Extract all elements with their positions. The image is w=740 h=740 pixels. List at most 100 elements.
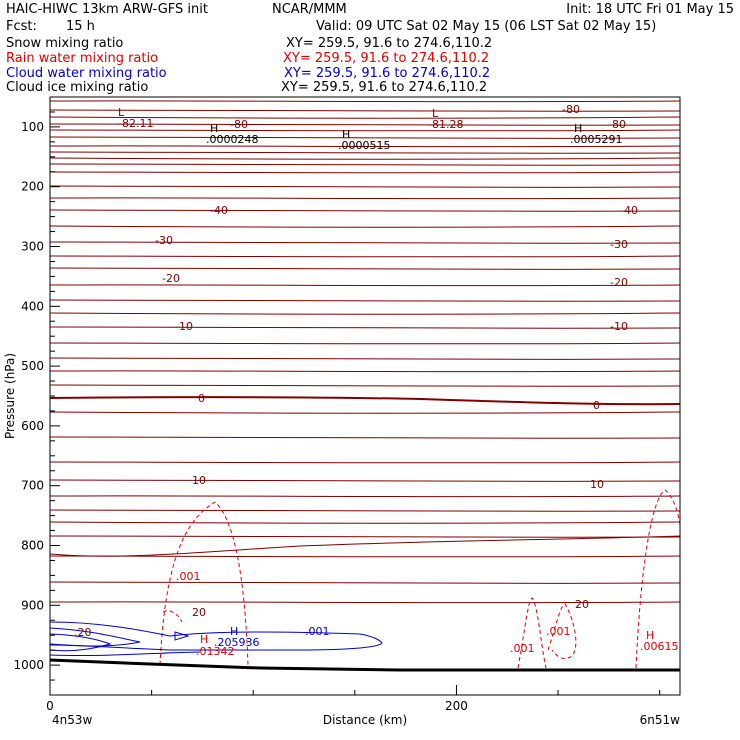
rain-contour-label: .001 bbox=[176, 570, 201, 583]
y-tick-label: 500 bbox=[21, 359, 44, 373]
rain-water-contour bbox=[635, 489, 680, 669]
isotherm-label: -82.11 bbox=[118, 117, 153, 130]
field-xy-cloudwater: XY= 259.5, 91.6 to 274.6,110.2 bbox=[284, 66, 491, 81]
isotherm-line bbox=[50, 535, 680, 557]
isotherm-line bbox=[50, 241, 680, 244]
contour-labels: -82.11 -80 -81.28 -80 -80 -40 -40 -30 -30 -20 -20 -… bbox=[74, 103, 679, 658]
cloud-water-contour bbox=[50, 633, 112, 652]
isotherm-line bbox=[50, 555, 680, 558]
valid-time: Valid: 09 UTC Sat 02 May 15 (06 LST Sat … bbox=[316, 19, 657, 34]
isotherm-label: 20 bbox=[192, 606, 206, 619]
isotherm-label: -80 bbox=[608, 118, 626, 131]
isotherm-line bbox=[50, 284, 680, 287]
rain-high-value: .00615 bbox=[640, 640, 679, 653]
y-axis-label: Pressure (hPa) bbox=[3, 353, 17, 439]
isotherm-label: 0 bbox=[198, 392, 205, 405]
rain-water-contour bbox=[159, 501, 249, 666]
isotherm-label: -80 bbox=[230, 118, 248, 131]
isotherm-label: -10 bbox=[610, 320, 628, 333]
isotherm-line bbox=[50, 479, 680, 482]
isotherm-line bbox=[50, 255, 680, 258]
rain-high-value: .01342 bbox=[196, 645, 235, 658]
isotherm-line bbox=[50, 370, 680, 373]
low-marker: L bbox=[432, 107, 439, 120]
rain-high-marker: H bbox=[200, 633, 208, 646]
isotherm-line bbox=[50, 267, 680, 270]
x-tick-label: 0 bbox=[46, 699, 54, 713]
isotherm-label: -20 bbox=[610, 276, 628, 289]
isotherm-line bbox=[50, 535, 680, 538]
isotherm-line bbox=[50, 171, 680, 174]
isotherm-line bbox=[50, 436, 680, 439]
isotherm-line bbox=[50, 357, 680, 360]
isotherm-line bbox=[50, 116, 680, 119]
temperature-isotherms bbox=[50, 100, 680, 604]
corner-label-left: 4n53w bbox=[52, 713, 93, 727]
y-tick-label: 600 bbox=[21, 419, 44, 433]
isotherm-label: -30 bbox=[610, 238, 628, 251]
isotherm-label: -10 bbox=[175, 320, 193, 333]
forecast-label: Fcst: bbox=[6, 19, 37, 34]
isotherm-line bbox=[50, 151, 680, 154]
isotherm-line bbox=[50, 326, 680, 329]
x-axis-label: Distance (km) bbox=[323, 713, 407, 727]
isotherm-label: -81.28 bbox=[428, 118, 463, 131]
isotherm-label: -40 bbox=[620, 204, 638, 217]
isotherm-line bbox=[50, 129, 680, 132]
plot-title: HAIC-HIWC 13km ARW-GFS init bbox=[6, 2, 208, 17]
field-name-cloudice: Cloud ice mixing ratio bbox=[6, 80, 149, 95]
cloud-contour-label: .001 bbox=[305, 625, 330, 638]
isotherm-label: -20 bbox=[162, 272, 180, 285]
inline-label: .20 bbox=[74, 626, 92, 639]
isotherm-line bbox=[50, 384, 680, 387]
snow-high-marker: H bbox=[342, 128, 350, 141]
y-tick-label: 900 bbox=[21, 598, 44, 612]
isotherm-line bbox=[50, 185, 680, 188]
rain-contour-label: .001 bbox=[546, 625, 571, 638]
y-tick-label: 200 bbox=[21, 180, 44, 194]
isotherm-line bbox=[50, 509, 680, 512]
isotherm-line bbox=[50, 312, 680, 315]
isotherm-label: -30 bbox=[155, 234, 173, 247]
y-tick-label: 100 bbox=[21, 120, 44, 134]
isotherm-label: 0 bbox=[593, 399, 600, 412]
rain-contour-label: .001 bbox=[510, 642, 535, 655]
zero-isotherm bbox=[50, 396, 680, 406]
isotherm-line bbox=[50, 157, 680, 160]
isotherm-label: 10 bbox=[590, 478, 604, 491]
field-name-rain: Rain water mixing ratio bbox=[6, 51, 159, 66]
rain-water-contours bbox=[159, 489, 680, 669]
isotherm-line bbox=[50, 100, 680, 103]
init-time: Init: 18 UTC Fri 01 May 15 bbox=[566, 2, 734, 17]
isotherm-line bbox=[50, 411, 680, 414]
isotherm-label: 10 bbox=[192, 474, 206, 487]
isotherm-line bbox=[50, 521, 680, 524]
isotherm-line bbox=[50, 299, 680, 302]
field-name-cloudwater: Cloud water mixing ratio bbox=[6, 66, 167, 81]
isotherm-line bbox=[50, 145, 680, 148]
cloud-water-contour bbox=[174, 631, 190, 641]
isotherm-line bbox=[50, 109, 680, 112]
corner-label-right: 6n51w bbox=[640, 713, 681, 727]
isotherm-line bbox=[50, 197, 680, 200]
y-tick-label: 300 bbox=[21, 240, 44, 254]
cloud-water-contours bbox=[50, 621, 383, 657]
isotherm-line bbox=[50, 123, 680, 126]
field-xy-snow: XY= 259.5, 91.6 to 274.6,110.2 bbox=[286, 36, 493, 51]
cloud-water-contour bbox=[50, 627, 141, 647]
isotherm-line bbox=[50, 581, 680, 584]
isotherm-label: -40 bbox=[210, 204, 228, 217]
snow-high-marker: H bbox=[210, 122, 218, 135]
cloud-water-contour bbox=[50, 651, 201, 657]
rain-water-contour bbox=[517, 597, 547, 669]
field-name-snow: Snow mixing ratio bbox=[6, 36, 124, 51]
isotherm-label: -80 bbox=[562, 103, 580, 116]
terrain-line bbox=[49, 658, 680, 672]
isotherm-label: 20 bbox=[575, 598, 589, 611]
isotherm-line bbox=[50, 601, 680, 604]
rain-high-marker: H bbox=[646, 629, 654, 642]
field-xy-cloudice: XY= 259.5, 91.6 to 274.6,110.2 bbox=[281, 80, 488, 95]
x-tick-label: 200 bbox=[445, 699, 468, 713]
cloud-high-marker: H bbox=[230, 625, 238, 638]
